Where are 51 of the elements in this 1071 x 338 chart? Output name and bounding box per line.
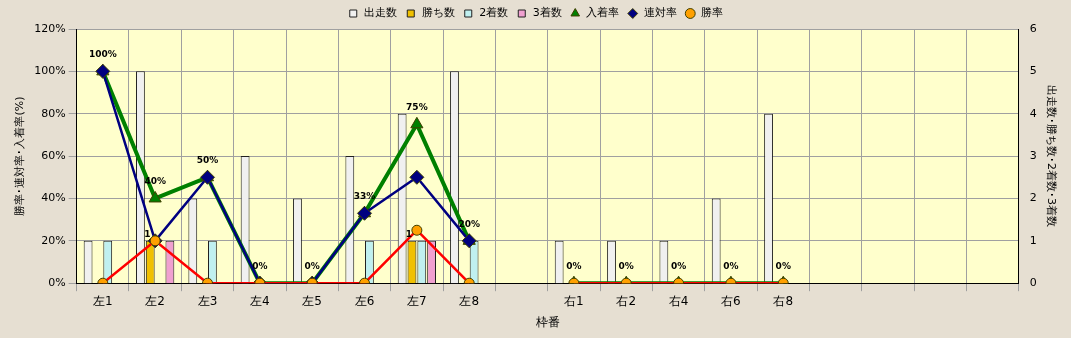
point xyxy=(148,190,162,203)
x-tick-label: 左7 xyxy=(407,293,427,308)
point xyxy=(409,169,425,185)
data-label: 100% xyxy=(88,49,117,60)
y-tick-label: 0% xyxy=(48,276,66,290)
x-tick-label: 左2 xyxy=(145,293,165,308)
y2-tick-label: 2 xyxy=(1029,191,1037,205)
data-label: 0% xyxy=(723,261,739,272)
data-label: 1 xyxy=(144,228,151,239)
x-tick-label: 左5 xyxy=(302,293,323,308)
x-tick-label: 左1 xyxy=(93,293,113,308)
y-tick-label: 20% xyxy=(41,233,66,247)
y-tick-label: 40% xyxy=(41,191,66,205)
x-tick-label: 左3 xyxy=(197,293,218,308)
y2-tick-label: 5 xyxy=(1029,64,1037,78)
y-tick-label: 100% xyxy=(34,64,66,78)
y2-axis-title: 出走数･勝ち数･2着数･3着数 xyxy=(1044,85,1058,228)
y2-tick-label: 4 xyxy=(1029,106,1037,120)
x-tick-label: 右1 xyxy=(564,293,584,308)
point xyxy=(410,116,424,129)
y-tick-label: 80% xyxy=(41,106,66,120)
data-label: 0% xyxy=(670,261,687,272)
x-axis-title: 枠番 xyxy=(534,314,560,329)
x-tick-label: 右6 xyxy=(721,293,741,308)
legend-label: 2着数 xyxy=(479,6,509,20)
legend-label: 3着数 xyxy=(532,6,562,20)
legend-label: 出走数 xyxy=(364,6,398,20)
x-tick-label: 左8 xyxy=(459,293,480,308)
y-tick-label: 60% xyxy=(41,148,66,162)
x-tick-label: 左4 xyxy=(250,293,270,308)
x-tick-label: 右8 xyxy=(773,293,794,308)
y2-tick-label: 1 xyxy=(1029,233,1037,247)
data-label: 0% xyxy=(775,261,791,272)
legend-label: 勝ち数 xyxy=(421,6,455,20)
data-label: 50% xyxy=(196,155,219,166)
legend-label: 勝率 xyxy=(701,6,724,20)
data-label: 0% xyxy=(618,261,634,272)
data-label: 0% xyxy=(304,261,320,272)
y-axis-title: 勝率･連対率･入着率(%) xyxy=(13,96,27,216)
y2-tick-label: 0 xyxy=(1029,276,1037,290)
x-tick-label: 右4 xyxy=(668,293,689,308)
legend-label: 連対率 xyxy=(643,6,677,20)
x-tick-label: 左6 xyxy=(354,293,375,308)
data-label: 0% xyxy=(566,261,582,272)
data-label: 1 xyxy=(405,228,413,239)
x-tick-label: 右2 xyxy=(616,293,637,308)
data-label: 75% xyxy=(406,102,428,113)
y2-tick-label: 6 xyxy=(1029,21,1037,35)
y-tick-label: 120% xyxy=(34,21,66,35)
legend-label: 入着率 xyxy=(586,6,620,20)
y2-tick-label: 3 xyxy=(1029,148,1037,162)
